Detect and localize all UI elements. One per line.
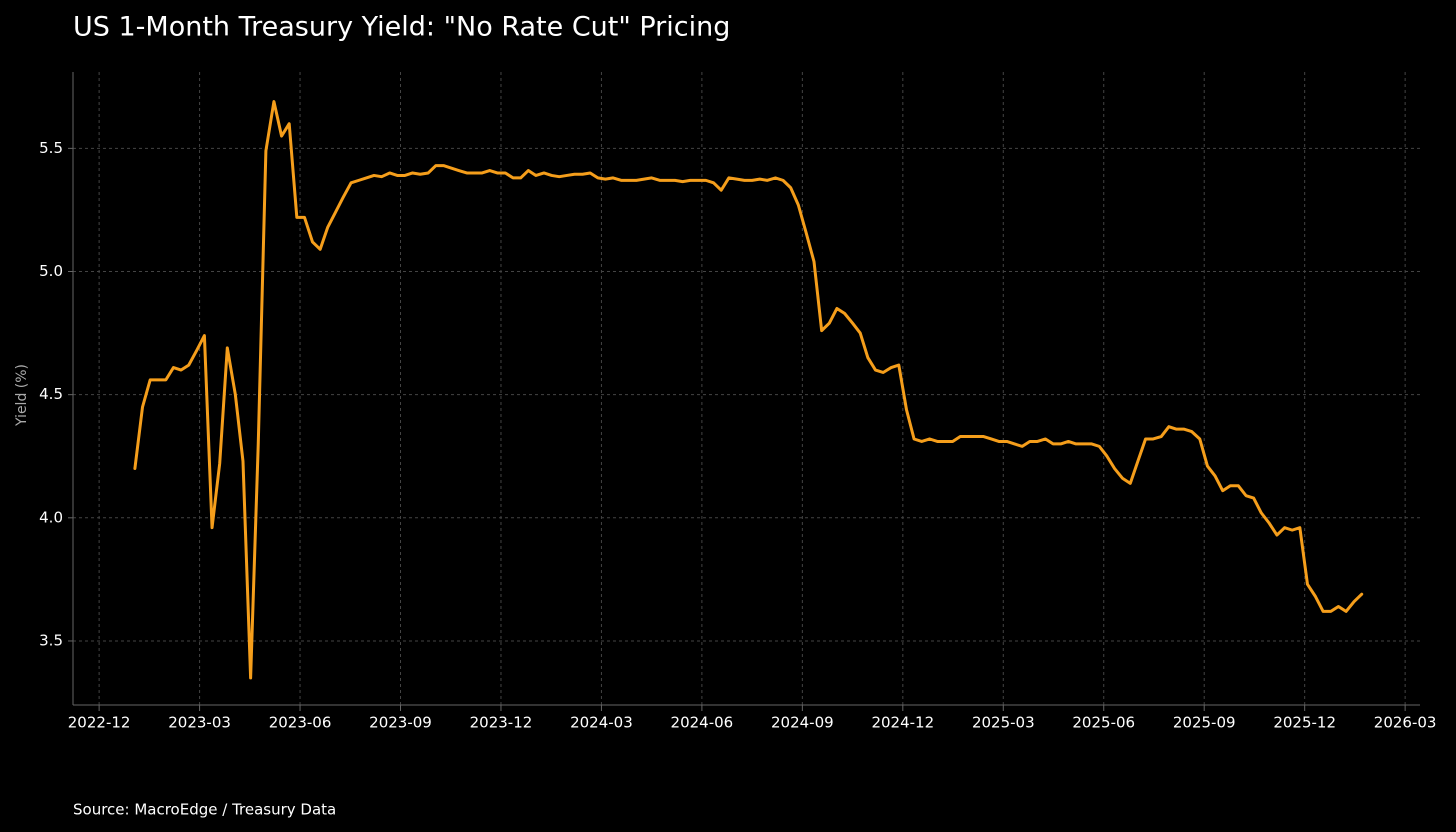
grid (73, 72, 1420, 705)
x-tick-label: 2024-09 (771, 714, 834, 732)
y-tick-label: 4.0 (39, 508, 63, 526)
x-tick-label: 2024-03 (570, 714, 633, 732)
x-tick-label: 2023-09 (369, 714, 432, 732)
x-tick-label: 2025-12 (1273, 714, 1336, 732)
y-tick-label: 5.5 (39, 139, 63, 157)
source-note: Source: MacroEdge / Treasury Data (73, 801, 336, 819)
y-tick-label: 5.0 (39, 262, 63, 280)
x-tick-label: 2025-06 (1072, 714, 1135, 732)
y-tick-label: 3.5 (39, 631, 63, 649)
y-tick-label: 4.5 (39, 385, 63, 403)
x-tick-label: 2022-12 (68, 714, 131, 732)
x-tick-label: 2023-06 (269, 714, 332, 732)
x-tick-label: 2025-09 (1173, 714, 1236, 732)
x-tick-label: 2023-12 (470, 714, 533, 732)
x-tick-label: 2026-03 (1374, 714, 1437, 732)
data-line (133, 100, 1364, 680)
chart-title: US 1-Month Treasury Yield: "No Rate Cut"… (73, 12, 730, 43)
x-tick-label: 2025-03 (972, 714, 1035, 732)
x-tick-label: 2024-12 (871, 714, 934, 732)
y-axis-label: Yield (%) (14, 364, 30, 427)
x-tick-label: 2023-03 (168, 714, 231, 732)
x-tick-label: 2024-06 (671, 714, 734, 732)
plot (133, 100, 1364, 680)
